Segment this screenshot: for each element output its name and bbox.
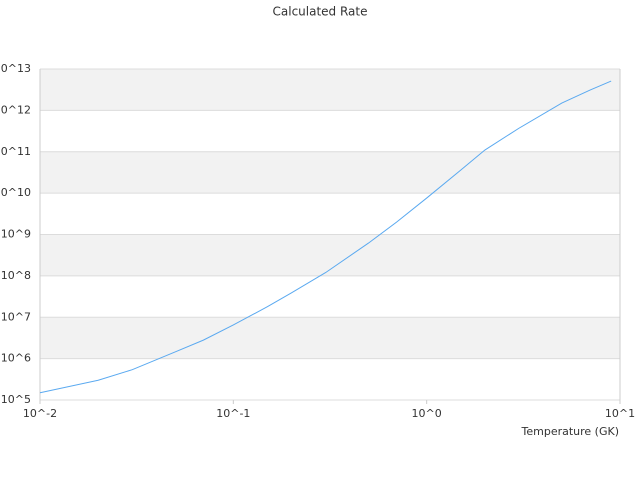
- y-tick-label: 10^12: [0, 103, 31, 116]
- y-tick-label: 10^5: [1, 393, 31, 406]
- y-tick-label: 10^13: [0, 62, 31, 75]
- data-line: [39, 80, 612, 394]
- x-tick-label: 10^0: [412, 407, 442, 420]
- y-tick-label: 10^9: [1, 228, 31, 241]
- plot-band: [40, 69, 620, 111]
- y-tick-label: 10^7: [1, 310, 31, 323]
- x-axis-label: Temperature (GK): [521, 425, 620, 438]
- chart-title: Calculated Rate: [273, 5, 368, 19]
- y-tick-label: 10^10: [0, 186, 31, 199]
- x-tick-label: 10^-1: [216, 407, 250, 420]
- y-tick-label: 10^6: [1, 352, 31, 365]
- y-tick-label: 10^11: [0, 145, 31, 158]
- plot-band: [40, 151, 620, 194]
- x-tick-label: 10^-2: [23, 407, 57, 420]
- x-tick-label: 10^1: [605, 407, 635, 420]
- y-tick-label: 10^8: [1, 269, 31, 282]
- plot-band: [40, 317, 620, 359]
